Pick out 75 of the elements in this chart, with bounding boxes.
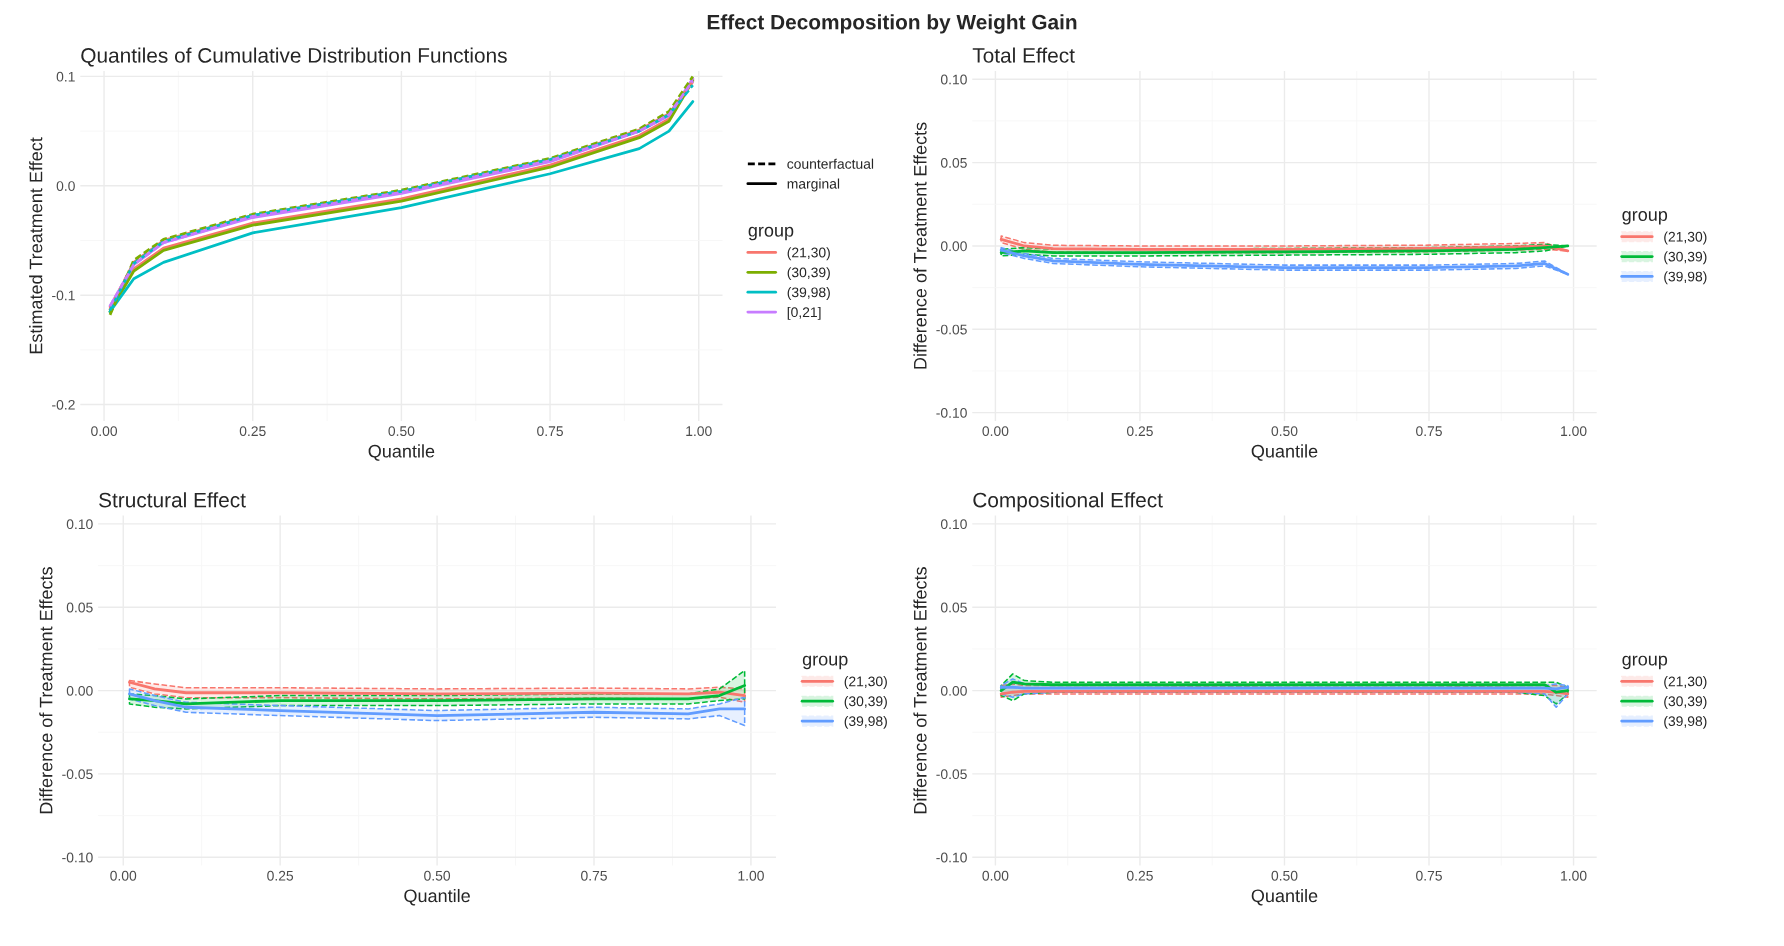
legend-label: (21,30) bbox=[844, 676, 887, 690]
y-axis-title: Estimated Treatment Effect bbox=[29, 137, 43, 354]
legend-label: (21,30) bbox=[1664, 676, 1707, 690]
x-axis-title: Quantile bbox=[1251, 444, 1318, 461]
x-tick-label: 0.00 bbox=[110, 870, 137, 881]
x-tick-label: 0.75 bbox=[537, 426, 563, 437]
legend-label: (39,98) bbox=[1664, 271, 1707, 285]
x-tick-label: 0.25 bbox=[239, 426, 266, 437]
y-tick-label: -0.10 bbox=[936, 407, 967, 418]
x-tick-label: 0.00 bbox=[982, 426, 1009, 437]
y-tick-label: 0.1 bbox=[56, 71, 75, 82]
y-tick-label: -0.05 bbox=[62, 769, 93, 780]
y-tick-label: 0.00 bbox=[66, 685, 93, 696]
y-tick-label: -0.1 bbox=[52, 290, 75, 301]
chart-title: Quantiles of Cumulative Distribution Functions bbox=[81, 47, 507, 67]
x-tick-label: 0.75 bbox=[581, 870, 607, 881]
y-tick-label: 0.00 bbox=[940, 685, 967, 696]
text: counterfactual bbox=[787, 158, 874, 169]
x-tick-label: 1.00 bbox=[738, 870, 764, 881]
legend-label: (39,98) bbox=[787, 287, 830, 300]
x-tick-label: 0.25 bbox=[1126, 870, 1153, 881]
line-series bbox=[999, 680, 1570, 694]
legend-title: group bbox=[748, 226, 794, 241]
y-tick-label: 0.10 bbox=[66, 519, 93, 530]
line-series bbox=[128, 684, 747, 706]
x-tick-label: 0.50 bbox=[424, 870, 451, 881]
x-tick-label: 1.00 bbox=[1561, 426, 1587, 437]
x-tick-label: 0.50 bbox=[1271, 426, 1298, 437]
x-tick-label: 0.75 bbox=[1416, 426, 1442, 437]
y-tick-label: 0.10 bbox=[940, 74, 967, 85]
x-tick-label: 0.50 bbox=[1271, 870, 1298, 881]
y-tick-label: 0.0 bbox=[56, 181, 75, 191]
x-tick-label: 1.00 bbox=[1561, 870, 1587, 881]
chart-title: Compositional Effect bbox=[973, 492, 1163, 512]
legend-label: (30,39) bbox=[1664, 695, 1707, 709]
legend-title: group bbox=[802, 655, 848, 670]
y-tick-label: 0.10 bbox=[940, 519, 967, 530]
y-tick-label: -0.10 bbox=[62, 852, 93, 863]
legend-label: (39,98) bbox=[844, 715, 887, 729]
y-tick-label: -0.10 bbox=[936, 852, 967, 863]
x-tick-label: 0.50 bbox=[388, 426, 415, 437]
y-tick-label: 0.05 bbox=[940, 602, 967, 613]
y-tick-label: -0.05 bbox=[936, 769, 967, 780]
y-axis-title: Difference of Treatment Effects bbox=[913, 122, 927, 369]
y-tick-label: -0.05 bbox=[936, 324, 967, 335]
y-tick-label: 0.05 bbox=[940, 157, 967, 168]
x-axis-title: Quantile bbox=[404, 888, 470, 906]
legend-title: group bbox=[1622, 211, 1668, 225]
x-tick-label: 0.25 bbox=[1126, 426, 1153, 437]
text: marginal bbox=[787, 178, 840, 192]
x-tick-label: 0.25 bbox=[267, 870, 294, 881]
legend-title: group bbox=[1622, 655, 1668, 670]
line-series bbox=[128, 692, 747, 717]
line-series bbox=[128, 680, 747, 697]
x-tick-label: 0.00 bbox=[91, 426, 118, 437]
y-tick-label: 0.00 bbox=[940, 241, 967, 252]
y-tick-label: -0.2 bbox=[52, 399, 75, 410]
x-axis-title: Quantile bbox=[1251, 888, 1318, 906]
legend-label: (30,39) bbox=[787, 267, 830, 281]
x-tick-label: 0.00 bbox=[982, 870, 1009, 881]
y-axis-title: Difference of Treatment Effects bbox=[913, 567, 927, 814]
legend-label: (39,98) bbox=[1664, 715, 1707, 729]
y-tick-label: 0.05 bbox=[66, 602, 93, 613]
legend-label: (21,30) bbox=[787, 247, 830, 261]
x-tick-label: 1.00 bbox=[686, 426, 712, 437]
chart-title: Structural Effect bbox=[99, 492, 246, 508]
legend-label: (30,39) bbox=[1664, 251, 1707, 265]
legend-label: (21,30) bbox=[1664, 231, 1707, 245]
text: Effect Decomposition by Weight Gain bbox=[707, 14, 1077, 34]
y-axis-title: Difference of Treatment Effects bbox=[39, 567, 53, 814]
x-tick-label: 0.75 bbox=[1416, 870, 1442, 881]
legend-label: (30,39) bbox=[844, 695, 887, 709]
legend-label: [0,21] bbox=[787, 306, 821, 320]
x-axis-title: Quantile bbox=[368, 444, 435, 461]
chart-title: Total Effect bbox=[972, 47, 1075, 63]
